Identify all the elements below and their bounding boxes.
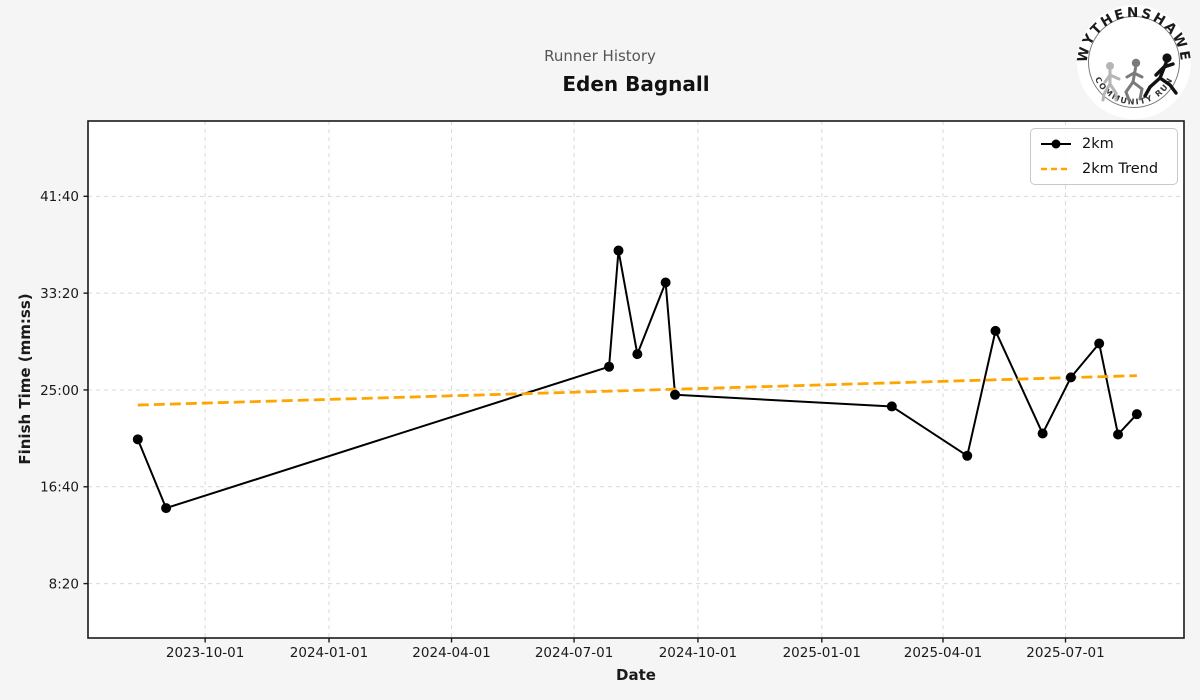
series-2km-trend-line: [137, 374, 1137, 407]
data-series: [132, 245, 1142, 514]
wythenshawe-community-run-logo: WYTHENSHAWE COMMUNITY RUN: [1075, 5, 1191, 119]
y-tick-label: 16:40: [40, 480, 79, 496]
data-point-marker: [632, 349, 643, 360]
x-tick-label: 2024-07-01: [535, 645, 613, 661]
tick-marks-and-labels: 2023-10-01 2024-01-01 2024-04-01 2024-07-01…: [40, 189, 1105, 661]
data-point-marker: [1065, 372, 1076, 383]
legend-dashed-sample: [1041, 167, 1071, 171]
runner-walking-icon: [1101, 62, 1121, 102]
grid-lines: [88, 121, 1184, 638]
logo-ring: [1088, 16, 1180, 108]
data-point-marker: [670, 389, 681, 400]
data-point-marker: [886, 401, 897, 412]
legend-label-2km: 2km: [1082, 136, 1114, 153]
x-tick-label: 2024-01-01: [290, 645, 368, 661]
x-tick-label: 2024-10-01: [659, 645, 737, 661]
y-tick-label: 25:00: [40, 383, 79, 399]
x-tick-label: 2025-04-01: [904, 645, 982, 661]
data-point-marker: [962, 450, 973, 461]
y-axis-label: Finish Time (mm:ss): [16, 293, 34, 465]
data-point-marker: [1094, 338, 1105, 349]
data-point-marker: [613, 245, 624, 256]
chart-suptitle: Runner History: [544, 47, 656, 65]
legend-box: 2km 2km Trend: [1030, 128, 1178, 185]
axes-frame: [87, 120, 1185, 639]
data-point-marker: [161, 503, 172, 514]
chart-title: Eden Bagnall: [562, 72, 710, 96]
data-point-marker: [1131, 409, 1142, 420]
y-tick-label: 41:40: [40, 189, 79, 205]
legend-item-2km: 2km: [1039, 136, 1169, 152]
data-point-marker: [990, 325, 1001, 336]
plot-frame: [87, 120, 1185, 639]
x-tick-label: 2025-01-01: [783, 645, 861, 661]
x-tick-label: 2023-10-01: [166, 645, 244, 661]
x-axis-label: Date: [616, 666, 656, 684]
runner-sprinting-icon: [1143, 53, 1178, 98]
data-point-marker: [660, 277, 671, 288]
x-tick-label: 2024-04-01: [412, 645, 490, 661]
data-point-marker: [1037, 428, 1048, 439]
legend-label-2km-trend: 2km Trend: [1082, 160, 1159, 177]
data-point-marker: [132, 434, 143, 445]
y-tick-label: 33:20: [40, 286, 79, 302]
y-tick-label: 8:20: [49, 576, 79, 592]
data-point-marker: [1113, 429, 1124, 440]
legend-item-2km-trend: 2km Trend: [1039, 161, 1169, 177]
data-point-marker: [604, 361, 615, 372]
runner-jogging-icon: [1124, 58, 1144, 102]
x-tick-label: 2025-07-01: [1026, 645, 1104, 661]
plot-background: [88, 121, 1184, 638]
plot-area: [88, 121, 1184, 638]
legend-line-sample: [1041, 139, 1071, 149]
